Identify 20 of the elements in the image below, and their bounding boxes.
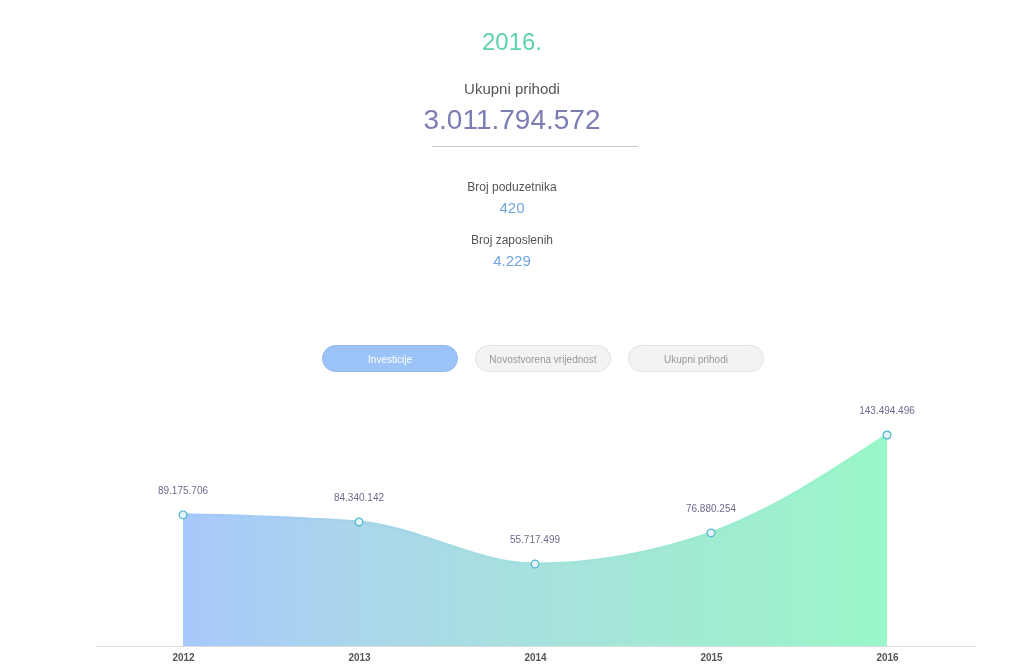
- x-tick-label: 2013: [348, 651, 372, 663]
- text: Investicije: [322, 345, 458, 372]
- text: Ukupni prihodi: [463, 80, 561, 97]
- x-tick-label: 2015: [700, 651, 724, 663]
- data-label: 89.175.706: [157, 484, 209, 496]
- chart-title: 2016.: [480, 28, 544, 56]
- x-tick-label: 2012: [172, 651, 196, 663]
- text: Novostvorena vrijednost: [475, 345, 611, 372]
- data-label: 84.340.142: [333, 491, 385, 503]
- x-tick-label: 2014: [524, 651, 548, 663]
- text: Broj zaposlenih: [469, 233, 555, 247]
- data-label: 143.494.496: [859, 405, 916, 416]
- data-label: 76.880.254: [685, 502, 737, 514]
- text: 420: [498, 199, 526, 216]
- x-tick-label: 2016: [876, 651, 900, 663]
- text: Ukupni prihodi: [628, 345, 764, 372]
- text: 3.011.794.572: [422, 104, 602, 136]
- data-label: 55.717.499: [509, 534, 561, 546]
- text: Broj poduzetnika: [466, 180, 558, 194]
- text: 4.229: [492, 252, 532, 269]
